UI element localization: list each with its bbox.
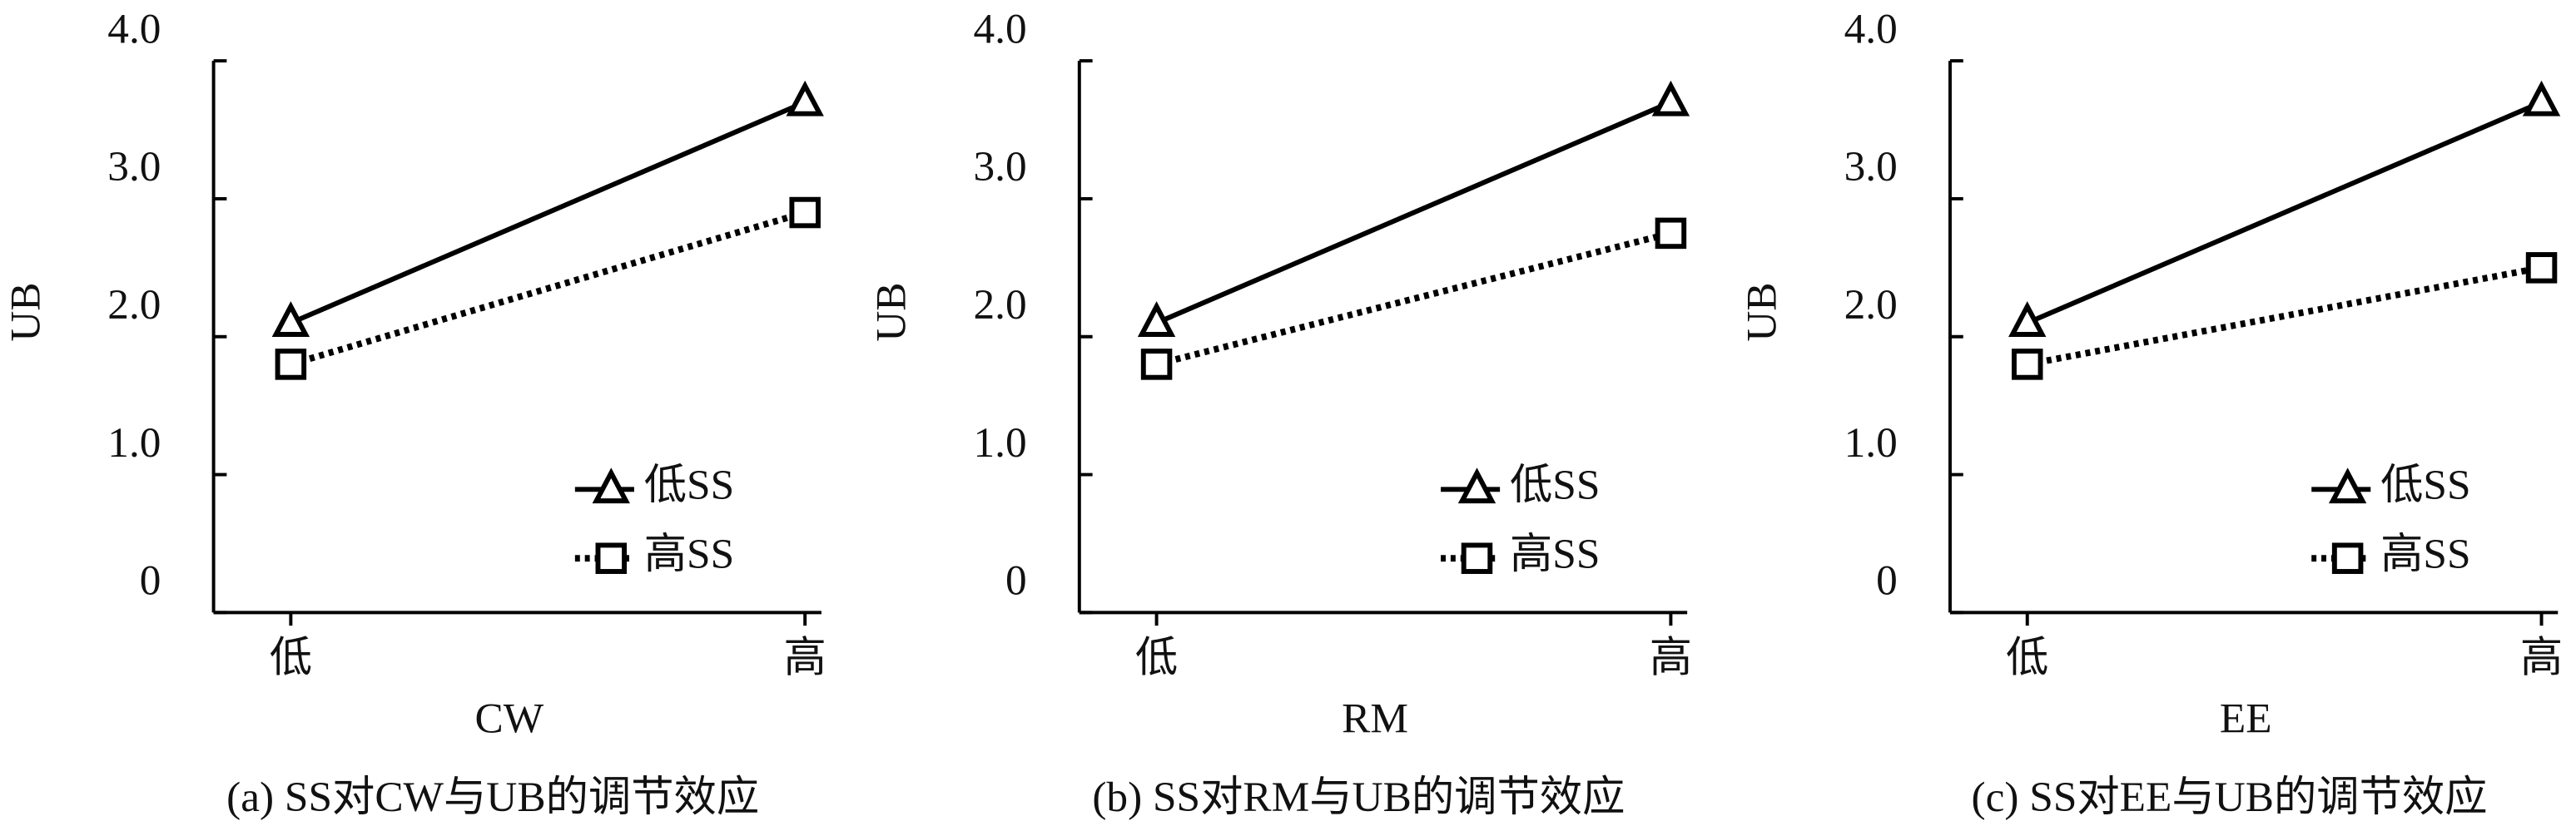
series-line <box>290 100 807 325</box>
y-tick-label: 0 <box>1876 557 1898 605</box>
y-tick-label: 4.0 <box>1844 5 1898 52</box>
marker-square <box>2331 542 2364 574</box>
legend-label: 低SS <box>1510 462 1600 509</box>
marker-triangle <box>2008 301 2047 337</box>
marker-square <box>1140 349 1173 380</box>
y-tick-label: 4.0 <box>107 5 161 52</box>
legend-label: 低SS <box>644 462 734 509</box>
y-tick-label: 3.0 <box>974 143 1027 190</box>
chart-panel: 0 1.0 2.0 3.0 4.0 低 高 EE UB (c) SS对EE与UB的调节效应 低SS 高… <box>1739 5 2564 821</box>
marker-square <box>2525 252 2558 284</box>
series-line <box>1155 230 1672 368</box>
chart-panel: 0 1.0 2.0 3.0 4.0 低 高 RM UB (b) SS对RM与UB的调节效应 低SS 高… <box>868 5 1693 821</box>
marker-square <box>595 542 628 574</box>
legend-label: 高SS <box>644 531 734 578</box>
marker-square <box>1655 217 1687 250</box>
marker-triangle <box>2522 80 2561 116</box>
x-tick-label: 高 <box>1650 634 1692 681</box>
marker-triangle <box>1457 467 1496 504</box>
x-tick-label: 低 <box>2006 634 2048 681</box>
series-line <box>2026 100 2543 325</box>
y-tick-label: 2.0 <box>1844 281 1898 329</box>
x-tick-label: 低 <box>1135 634 1178 681</box>
y-tick-label: 2.0 <box>107 281 161 329</box>
y-tick-label: 4.0 <box>974 5 1027 52</box>
y-axis-label: UB <box>1739 282 1786 341</box>
x-tick-label: 低 <box>270 634 312 681</box>
marker-square <box>1461 542 1493 574</box>
y-tick-label: 3.0 <box>1844 143 1898 190</box>
x-axis-label: CW <box>475 695 544 742</box>
marker-square <box>789 196 821 229</box>
x-tick-label: 高 <box>2520 634 2563 681</box>
marker-triangle <box>786 80 824 116</box>
chart-caption: (b) SS对RM与UB的调节效应 <box>1092 774 1625 821</box>
legend-label: 低SS <box>2380 462 2470 509</box>
x-tick-label: 高 <box>784 634 826 681</box>
chart-panel: 0 1.0 2.0 3.0 4.0 低 高 CW UB (a) SS对CW与UB的调节效应 低SS 高… <box>2 5 826 821</box>
marker-square <box>2011 349 2043 380</box>
x-axis-label: RM <box>1342 695 1408 742</box>
marker-triangle <box>1137 301 1176 337</box>
legend-label: 高SS <box>1510 531 1600 578</box>
y-tick-label: 3.0 <box>107 143 161 190</box>
series-line <box>1155 100 1672 325</box>
y-axis-label: UB <box>2 282 49 341</box>
x-axis-label: EE <box>2220 695 2272 742</box>
marker-triangle <box>592 467 630 504</box>
y-tick-label: 1.0 <box>974 419 1027 467</box>
y-axis-label: UB <box>868 282 916 341</box>
series-line <box>290 209 807 368</box>
y-tick-label: 0 <box>140 557 161 605</box>
y-tick-label: 1.0 <box>107 419 161 467</box>
y-tick-label: 2.0 <box>974 281 1027 329</box>
marker-triangle <box>1651 80 1690 116</box>
y-tick-label: 0 <box>1005 557 1027 605</box>
marker-triangle <box>271 301 310 337</box>
marker-triangle <box>2328 467 2367 504</box>
marker-square <box>275 349 307 380</box>
chart-caption: (c) SS对EE与UB的调节效应 <box>1972 774 2488 821</box>
chart-caption: (a) SS对CW与UB的调节效应 <box>226 774 759 821</box>
series-line <box>2027 264 2543 368</box>
legend-label: 高SS <box>2380 531 2470 578</box>
y-tick-label: 1.0 <box>1844 419 1898 467</box>
